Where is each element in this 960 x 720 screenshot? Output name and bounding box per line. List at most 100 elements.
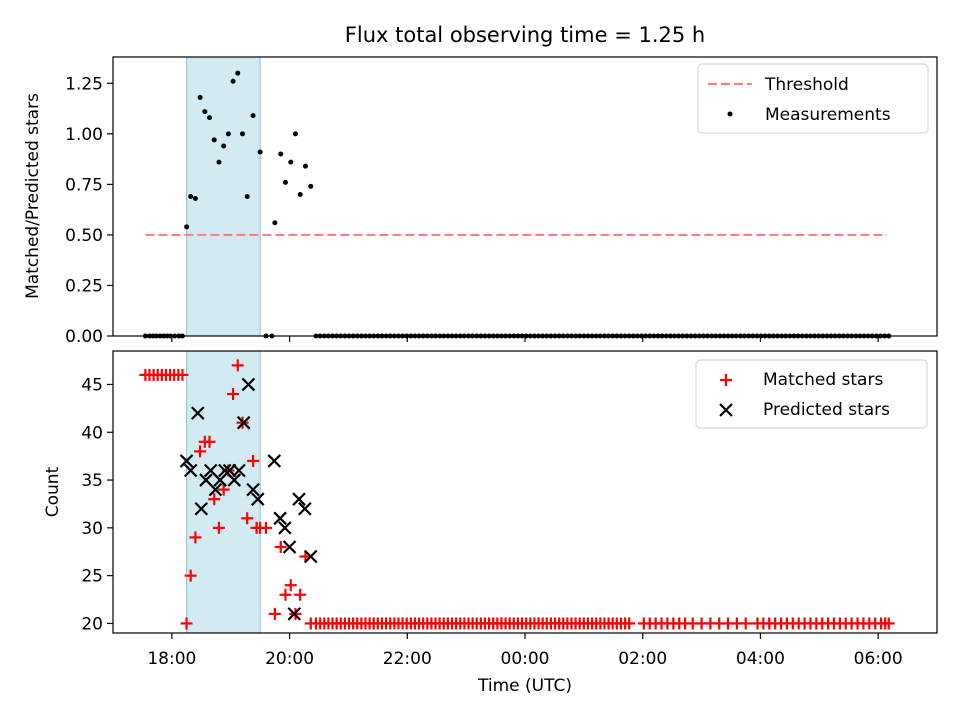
predicted-star-point [287,607,302,621]
series-matched-stars [139,359,895,630]
predicted-star-point [236,415,251,430]
y-tick-label: 0.00 [65,327,103,347]
predicted-star-point [273,511,287,526]
x-tick-label: 04:00 [736,649,785,669]
legend-measurements-swatch [727,111,733,117]
legend-threshold-label: Threshold [764,75,849,95]
matched-star-point [227,388,240,401]
measurement-point [211,137,217,143]
x-tick-label: 22:00 [383,649,432,669]
x-tick-label: 06:00 [854,649,903,669]
x-tick-label: 20:00 [265,649,314,669]
matched-star-point [176,368,189,381]
matched-star-point [189,531,202,544]
predicted-star-point [246,482,260,497]
matched-star-point [184,569,197,582]
matched-star-point [294,588,307,601]
matched-star-point [231,359,244,372]
matched-star-point [882,617,895,630]
predicted-star-point [241,377,256,392]
matched-star-point [194,445,207,458]
measurement-point [230,78,236,84]
measurement-point [197,94,203,100]
y-tick-label: 30 [81,519,103,539]
measurement-point [244,194,250,199]
measurement-point [216,159,222,165]
top-legend: Threshold Measurements [697,63,929,134]
bottom-y-axis-label: Count [43,466,63,517]
predicted-star-point [292,492,306,506]
predicted-star-point [227,473,242,487]
matched-star-point [241,512,254,525]
y-tick-label: 20 [81,614,103,634]
measurement-point [188,194,194,199]
measurement-point [202,109,208,115]
matched-star-point [203,435,216,448]
top-panel: 0.00 0.25 0.50 0.75 1.00 1.25 Matched/Predict… [23,56,938,347]
matched-star-point [279,588,292,601]
measurement-point [184,224,190,230]
matched-star-point [268,607,281,620]
x-tick-label: 02:00 [618,649,667,669]
measurement-point [239,131,245,137]
measurement-point [302,163,308,169]
predicted-star-point [190,406,205,420]
y-tick-label: 45 [81,375,103,395]
predicted-star-point [251,492,265,506]
predicted-star-point [194,501,209,516]
predicted-star-point [298,501,312,516]
measurement-point [250,113,256,119]
predicted-star-point [267,454,282,468]
x-axis-label: Time (UTC) [477,676,572,696]
legend-matched-swatch [720,374,732,386]
matched-star-point [739,617,752,630]
measurement-point [272,220,278,226]
measurement-point [257,149,263,155]
measurement-point [278,151,284,157]
matched-star-point [274,540,287,553]
measurement-point [282,179,288,185]
matched-star-point [180,617,193,630]
y-tick-label: 0.25 [65,276,103,296]
measurement-point [288,159,294,165]
matched-star-point [260,521,273,534]
legend-predicted-swatch [719,403,733,417]
matched-star-point [284,579,297,592]
top-y-axis-label: Matched/Predicted stars [23,93,43,299]
chart-title: Flux total observing time = 1.25 h [345,23,705,47]
predicted-star-point [232,463,246,478]
measurement-point [221,143,227,149]
predicted-star-point [303,549,318,564]
matched-star-point [623,617,636,630]
y-tick-label: 0.50 [65,226,103,246]
y-tick-label: 1.00 [65,125,103,145]
predicted-star-point [282,540,297,554]
series-predicted-stars [179,377,318,621]
measurement-point [192,196,198,202]
predicted-star-point [278,521,292,535]
matched-star-point [212,521,225,534]
legend-measurements-label: Measurements [765,105,891,125]
measurement-point [297,191,303,197]
y-tick-label: 0.75 [65,175,103,195]
bottom-panel: 20 25 30 35 40 45 18:00 20:00 22:00 00:00 02:00 04… [43,350,938,696]
measurement-point [235,70,241,76]
y-tick-label: 1.25 [65,74,103,94]
matched-star-point [217,483,230,496]
bottom-legend: Matched stars Predicted stars [695,359,928,429]
predicted-star-point [208,482,223,497]
predicted-star-point [183,463,198,478]
measurement-point [292,131,298,137]
matched-star-point [208,493,221,506]
x-tick-label: 00:00 [501,649,550,669]
x-tick-label: 18:00 [147,649,196,669]
y-tick-label: 35 [81,471,103,491]
y-tick-label: 40 [81,423,103,443]
measurement-point [207,115,213,121]
legend-matched-label: Matched stars [763,370,883,390]
predicted-star-point [179,454,194,468]
matched-star-point [247,454,260,467]
y-tick-label: 25 [81,567,103,587]
legend-predicted-label: Predicted stars [763,400,890,420]
